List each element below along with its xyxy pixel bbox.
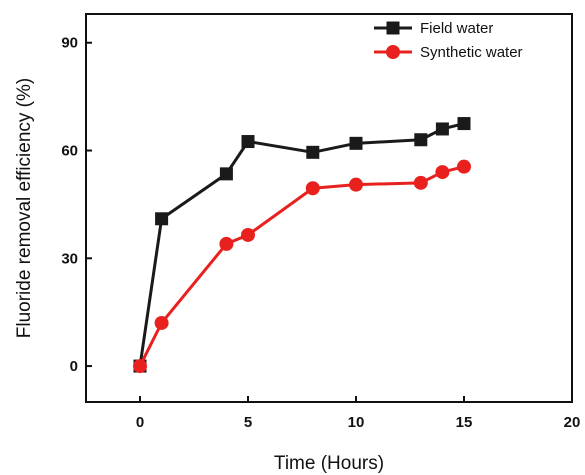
data-point-square <box>306 145 320 159</box>
data-point-circle <box>133 359 147 374</box>
data-point-circle <box>349 177 363 192</box>
data-point-circle <box>435 165 450 180</box>
data-point-circle <box>154 315 169 330</box>
legend: Field water Synthetic water <box>374 20 523 61</box>
series-line <box>138 122 465 367</box>
plot-frame <box>85 13 573 403</box>
x-tick-label: 20 <box>564 414 581 431</box>
y-tick-label: 0 <box>70 358 78 375</box>
series-line <box>138 165 465 367</box>
y-axis-label: Fluoride removal efficiency (%) <box>14 78 35 338</box>
y-tick-label: 60 <box>61 143 78 160</box>
series-layer <box>133 117 471 374</box>
legend-label: Synthetic water <box>420 44 523 61</box>
data-point-circle <box>219 236 234 251</box>
data-point-circle <box>457 159 471 174</box>
data-point-circle <box>305 181 320 196</box>
x-tick-label: 0 <box>136 414 144 431</box>
x-axis-ticks: 0 5 10 15 20 <box>136 396 581 431</box>
x-axis-label: Time (Hours) <box>274 453 384 474</box>
legend-label: Field water <box>420 20 493 37</box>
x-tick-label: 15 <box>456 414 473 431</box>
y-tick-label: 30 <box>61 250 78 267</box>
data-point-square <box>155 212 169 226</box>
data-point-square <box>414 133 428 147</box>
y-axis-ticks: 0 30 60 90 <box>61 35 92 375</box>
data-point-circle <box>241 227 255 242</box>
data-point-square <box>241 135 255 149</box>
data-point-circle <box>413 175 428 190</box>
data-point-square <box>435 122 449 136</box>
x-tick-label: 10 <box>348 414 365 431</box>
legend-marker-circle <box>386 45 400 59</box>
x-tick-label: 5 <box>244 414 252 431</box>
legend-marker-square <box>386 21 400 35</box>
data-point-square <box>457 117 471 131</box>
data-point-square <box>219 167 233 181</box>
y-tick-label: 90 <box>61 35 78 52</box>
data-point-square <box>349 136 363 150</box>
